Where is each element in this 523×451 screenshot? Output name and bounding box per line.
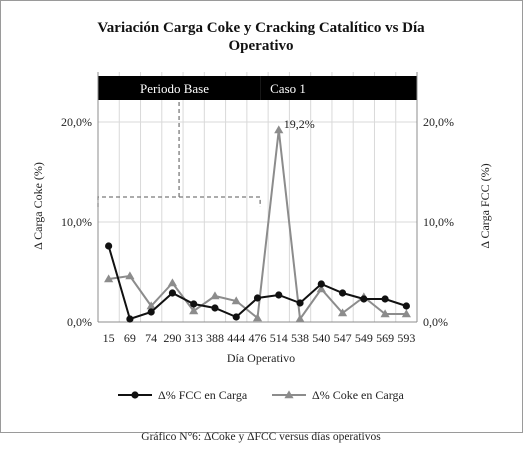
chart-title: Variación Carga Coke y Cracking Catalíti… bbox=[97, 20, 425, 36]
data-point bbox=[296, 299, 304, 307]
figure-caption: Gráfico N°6: ΔCoke y ΔFCC versus días op… bbox=[141, 431, 381, 443]
data-point bbox=[231, 296, 241, 305]
y-tick-label-right: 0,0% bbox=[423, 315, 448, 329]
data-point bbox=[167, 278, 178, 287]
y-tick-label-right: 20,0% bbox=[423, 115, 454, 129]
x-tick-label: 15 bbox=[103, 331, 115, 345]
data-point bbox=[275, 291, 283, 299]
x-tick-label: 476 bbox=[249, 331, 267, 345]
x-tick-label: 290 bbox=[163, 331, 181, 345]
x-tick-label: 444 bbox=[227, 331, 245, 345]
x-tick-label: 514 bbox=[270, 331, 288, 345]
data-point bbox=[189, 306, 199, 315]
data-point bbox=[274, 125, 284, 134]
x-tick-label: 593 bbox=[397, 331, 415, 345]
data-point bbox=[337, 308, 348, 317]
data-point bbox=[338, 289, 347, 297]
data-point bbox=[295, 314, 305, 323]
y-axis-label-left: Δ Carga Coke (%) bbox=[31, 162, 45, 250]
x-tick-label: 74 bbox=[145, 331, 157, 345]
y-tick-label-left: 10,0% bbox=[61, 215, 92, 229]
band-label: Caso 1 bbox=[270, 81, 306, 96]
data-point bbox=[105, 242, 113, 250]
chart-title-line2: Operativo bbox=[229, 38, 294, 54]
data-point bbox=[211, 304, 219, 312]
data-point bbox=[380, 309, 390, 318]
data-point bbox=[168, 289, 177, 297]
x-tick-label: 549 bbox=[355, 331, 373, 345]
x-tick-label: 388 bbox=[206, 331, 224, 345]
band-box bbox=[260, 76, 417, 100]
data-point bbox=[317, 280, 325, 288]
data-point bbox=[381, 295, 389, 303]
legend-marker bbox=[284, 390, 294, 399]
data-point bbox=[316, 284, 326, 293]
data-point bbox=[125, 271, 135, 280]
x-tick-label: 538 bbox=[291, 331, 309, 345]
data-point bbox=[104, 274, 114, 283]
data-point bbox=[190, 300, 198, 308]
data-point bbox=[252, 313, 263, 322]
data-point bbox=[126, 315, 134, 323]
y-tick-label-right: 10,0% bbox=[423, 215, 454, 229]
data-point bbox=[360, 295, 368, 303]
x-tick-label: 313 bbox=[185, 331, 203, 345]
x-tick-label: 540 bbox=[312, 331, 330, 345]
data-point bbox=[147, 308, 155, 316]
legend-entry: Δ% FCC en Carga bbox=[158, 388, 248, 402]
data-point bbox=[146, 301, 156, 310]
legend-entry: Δ% Coke en Carga bbox=[312, 388, 404, 402]
series-lines: 19,2% bbox=[104, 117, 411, 323]
data-point bbox=[210, 291, 220, 300]
y-tick-label-left: 20,0% bbox=[61, 115, 92, 129]
chart-border bbox=[0, 0, 523, 433]
data-point bbox=[402, 302, 410, 310]
peak-label: 19,2% bbox=[284, 117, 315, 131]
axes: 0,0% 0,0% 10,0% 10,0% 20,0% 20,0% 15 69 74 290 313… bbox=[61, 72, 454, 345]
band-label: Periodo Base bbox=[140, 81, 209, 96]
x-tick-label: 569 bbox=[376, 331, 394, 345]
y-tick-label-left: 0,0% bbox=[67, 315, 92, 329]
legend: Δ% FCC en Carga Δ% Coke en Carga bbox=[118, 388, 404, 402]
data-point bbox=[401, 309, 411, 318]
band-box bbox=[98, 76, 261, 100]
x-axis-label: Día Operativo bbox=[227, 351, 295, 365]
x-tick-label: 547 bbox=[334, 331, 352, 345]
y-axis-label-right: Δ Carga FCC (%) bbox=[478, 163, 492, 248]
data-point bbox=[232, 313, 240, 321]
x-tick-label: 69 bbox=[124, 331, 136, 345]
legend-marker bbox=[131, 391, 139, 399]
period-bands: Periodo Base Caso 1 bbox=[97, 76, 417, 207]
data-point bbox=[253, 294, 262, 302]
